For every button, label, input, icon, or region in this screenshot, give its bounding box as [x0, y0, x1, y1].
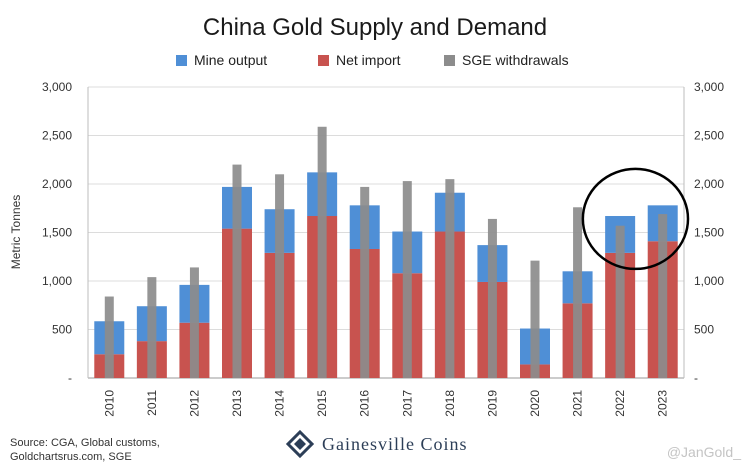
bars: [94, 126, 678, 379]
y-tick-label-right: 2,500: [694, 129, 724, 143]
legend-swatch: [318, 55, 329, 66]
bar-sge-withdrawals: [615, 225, 625, 378]
bar-sge-withdrawals: [275, 174, 285, 378]
bar-sge-withdrawals: [104, 296, 114, 378]
bar-sge-withdrawals: [402, 181, 412, 378]
author-handle: @JanGold_: [667, 444, 741, 460]
chart-title: China Gold Supply and Demand: [203, 14, 547, 41]
y-tick-label-left: 500: [52, 323, 72, 337]
x-tick-label: 2021: [571, 390, 585, 417]
grid: [87, 86, 685, 379]
x-tick-label: 2013: [230, 390, 244, 417]
x-tick-label: 2011: [145, 390, 159, 416]
y-tick-label-right: 500: [694, 323, 714, 337]
legend-swatch: [176, 55, 187, 66]
bar-sge-withdrawals: [573, 207, 583, 378]
x-tick-label: 2012: [187, 390, 201, 417]
bar-sge-withdrawals: [487, 218, 497, 378]
x-tick-label: 2023: [656, 390, 670, 417]
brand-name: Gainesville Coins: [322, 434, 468, 454]
x-tick-label: 2017: [400, 390, 414, 417]
y-tick-label-left: 3,000: [42, 80, 72, 94]
legend-label: Mine output: [194, 52, 267, 68]
legend-label: SGE withdrawals: [462, 52, 569, 68]
y-tick-label-right: -: [694, 371, 698, 385]
bar-sge-withdrawals: [189, 267, 199, 378]
bar-sge-withdrawals: [530, 260, 540, 378]
y-tick-label-right: 1,000: [694, 274, 724, 288]
bar-sge-withdrawals: [147, 277, 157, 378]
y-tick-label-left: 2,500: [42, 129, 72, 143]
legend-swatch: [444, 55, 455, 66]
bar-sge-withdrawals: [658, 214, 668, 378]
y-axis-right: - 500 1,000 1,500 2,000 2,500 3,000: [694, 80, 724, 385]
bar-sge-withdrawals: [445, 179, 455, 378]
bar-sge-withdrawals: [317, 126, 327, 379]
x-tick-label: 2016: [358, 390, 372, 417]
x-tick-label: 2020: [528, 390, 542, 417]
legend: Mine output Net import SGE withdrawals: [176, 52, 569, 68]
x-tick-label: 2014: [273, 390, 287, 417]
y-tick-label-right: 2,000: [694, 177, 724, 191]
y-tick-label-left: -: [68, 371, 72, 385]
legend-label: Net import: [336, 52, 401, 68]
y-tick-label-left: 1,000: [42, 274, 72, 288]
x-axis: 2010 2011 2012 2013 2014 2015 2016 2017 2018 2019…: [102, 390, 669, 417]
brand-logo-icon: [285, 429, 315, 459]
bar-sge-withdrawals: [232, 164, 242, 378]
y-tick-label-right: 1,500: [694, 226, 724, 240]
source-line-1: Source: CGA, Global customs,: [10, 437, 160, 449]
source-line-2: Goldchartsrus.com, SGE: [10, 451, 132, 463]
x-tick-label: 2018: [443, 390, 457, 417]
y-axis-label: Metric Tonnes: [9, 195, 23, 269]
highlight-ellipse: [581, 167, 690, 271]
x-tick-label: 2022: [613, 390, 627, 417]
y-tick-label-left: 2,000: [42, 177, 72, 191]
y-tick-label-left: 1,500: [42, 226, 72, 240]
x-tick-label: 2015: [315, 390, 329, 417]
x-tick-label: 2019: [485, 390, 499, 417]
y-axis-left: - 500 1,000 1,500 2,000 2,500 3,000: [42, 80, 72, 385]
bar-sge-withdrawals: [360, 186, 370, 378]
y-tick-label-right: 3,000: [694, 80, 724, 94]
x-tick-label: 2010: [102, 390, 116, 417]
